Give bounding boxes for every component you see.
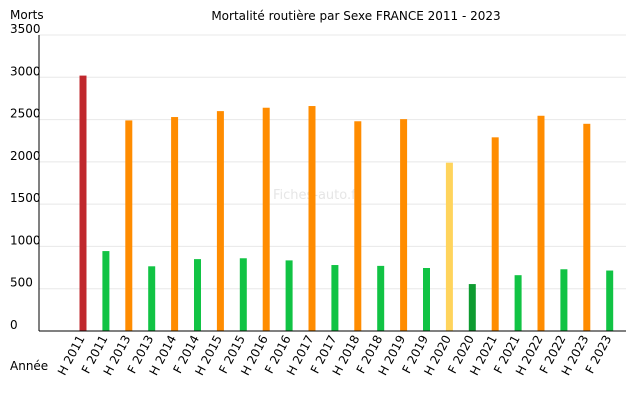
bar [354,121,362,332]
gridlines [39,34,626,290]
bar [423,267,430,331]
y-tick-label: 500 [10,276,33,290]
bar [79,75,87,331]
y-tick-label: 1000 [10,233,41,247]
bar [285,260,293,331]
y-tick-label: 2000 [10,149,41,163]
bar [194,259,201,331]
bar [171,117,179,331]
bar [468,284,476,331]
bar [102,251,110,331]
bar [377,265,385,331]
y-tick-label: 2500 [10,107,41,121]
y-axis-ticks: 0 500 1000 1500 2000 2500 3000 3500 [10,22,41,332]
bar [262,107,270,331]
bar [583,123,591,331]
bar [125,120,133,331]
y-tick-label: 1500 [10,191,41,205]
bar [239,258,247,331]
bar [560,269,568,331]
bar [216,111,224,331]
bar [400,119,408,331]
bar [148,266,156,331]
bar [537,115,545,331]
bar [308,106,316,331]
bar [331,265,339,331]
bar [445,162,453,331]
bar [491,137,499,331]
y-tick-label: 3500 [10,22,41,36]
bar [514,275,522,331]
y-axis-label: Morts [10,8,44,22]
bars [79,75,614,332]
watermark: Fiches-auto.fr [273,188,362,203]
y-tick-label: 0 [10,318,18,332]
bar [606,270,614,331]
y-tick-label: 3000 [10,64,41,78]
chart-title: Mortalité routière par Sexe FRANCE 2011 … [211,9,500,23]
x-axis-label: Année [10,359,48,373]
